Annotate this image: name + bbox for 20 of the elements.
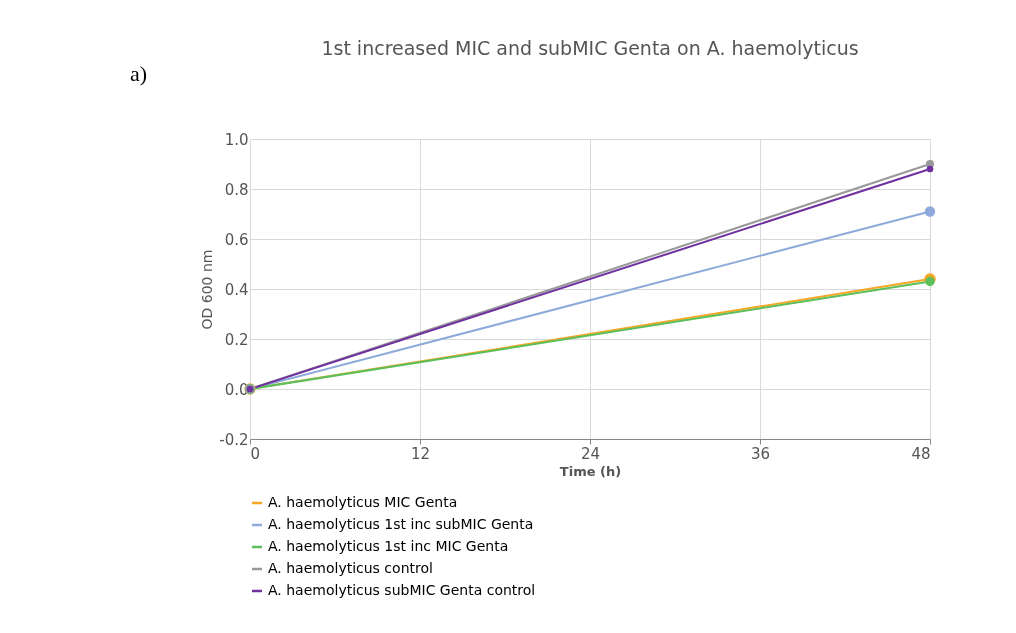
x-axis-title: Time (h) (559, 463, 622, 479)
legend-label: A. haemolyticus MIC Genta (268, 494, 458, 510)
x-tick-label: 0 (250, 444, 261, 463)
y-tick-label: 1.0 (224, 130, 249, 149)
x-tick-label: 36 (750, 444, 771, 463)
text: a) (130, 61, 148, 86)
legend-label: A. haemolyticus subMIC Genta control (268, 582, 536, 598)
chart-title: 1st increased MIC and subMIC Genta on A. haemolyticus (321, 37, 859, 59)
y-tick-label: -0.2 (219, 430, 249, 449)
y-tick-label: 0.6 (224, 230, 249, 249)
y-tick-label: 0.8 (224, 180, 249, 199)
legend-label: A. haemolyticus control (268, 560, 433, 576)
x-tick-label: 24 (580, 444, 601, 463)
y-tick-label: 0.2 (224, 330, 249, 349)
legend-label: A. haemolyticus 1st inc MIC Genta (268, 538, 509, 554)
x-tick-label: 48 (911, 444, 931, 463)
x-tick-label: 12 (410, 444, 431, 463)
legend-label: A. haemolyticus 1st inc subMIC Genta (268, 516, 534, 532)
y-tick-label: 0.4 (224, 280, 249, 299)
y-axis-title: OD 600 nm (199, 249, 216, 330)
